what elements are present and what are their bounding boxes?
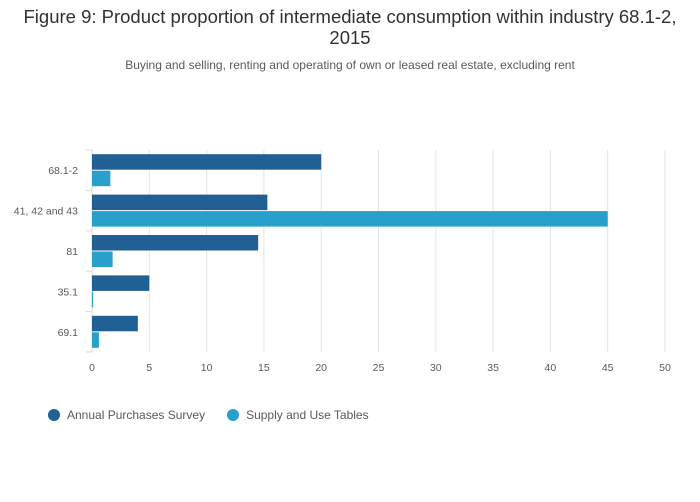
- y-tick-label: 81: [66, 246, 78, 258]
- bar-supply-and-use-tables[interactable]: [92, 291, 94, 308]
- chart-subtitle: Buying and selling, renting and operatin…: [125, 58, 575, 72]
- bar-annual-purchases-survey[interactable]: [92, 154, 322, 170]
- x-tick-label: 25: [373, 362, 385, 374]
- legend-label: Annual Purchases Survey: [67, 408, 206, 422]
- x-tick-label: 35: [487, 362, 499, 374]
- bar-chart: 68.1-2 41, 42 and 43 81 35.1 69.1 0 5 10 15 20 25…: [14, 149, 671, 374]
- x-tick-label: 15: [258, 362, 270, 374]
- bar-annual-purchases-survey[interactable]: [92, 315, 138, 332]
- y-tick-label: 35.1: [58, 286, 79, 298]
- bar-annual-purchases-survey[interactable]: [92, 235, 259, 251]
- gridlines: [86, 149, 666, 353]
- bar-supply-and-use-tables[interactable]: [92, 251, 113, 268]
- legend-label: Supply and Use Tables: [246, 408, 369, 422]
- bar-supply-and-use-tables[interactable]: [92, 170, 111, 187]
- legend-item-annual-purchases-survey[interactable]: Annual Purchases Survey: [48, 408, 205, 422]
- bar-supply-and-use-tables[interactable]: [92, 332, 99, 348]
- y-tick-label: 41, 42 and 43: [14, 206, 78, 218]
- x-tick-label: 40: [545, 362, 557, 374]
- x-tick-label: 20: [315, 362, 327, 374]
- x-tick-label: 50: [659, 362, 671, 374]
- x-tick-label: 10: [201, 362, 213, 374]
- legend: Annual Purchases Survey Supply and Use T…: [48, 408, 369, 422]
- x-tick-label: 0: [89, 362, 95, 374]
- bar-annual-purchases-survey[interactable]: [92, 194, 268, 211]
- x-tick-label: 5: [146, 362, 152, 374]
- chart-title: Figure 9: Product proportion of intermed…: [23, 6, 677, 48]
- legend-marker-icon: [48, 409, 60, 421]
- legend-item-supply-and-use-tables[interactable]: Supply and Use Tables: [227, 408, 369, 422]
- y-tick-labels: 68.1-2 41, 42 and 43 81 35.1 69.1: [14, 165, 78, 339]
- legend-marker-icon: [227, 409, 240, 421]
- bars: [92, 154, 608, 348]
- bar-annual-purchases-survey[interactable]: [92, 275, 150, 291]
- x-tick-label: 30: [430, 362, 442, 374]
- x-tick-label: 45: [602, 362, 614, 374]
- y-tick-label: 69.1: [58, 327, 79, 339]
- y-tick-label: 68.1-2: [48, 165, 78, 177]
- bar-supply-and-use-tables[interactable]: [92, 211, 608, 227]
- x-tick-labels: 0 5 10 15 20 25 30 35 40 45 50: [89, 362, 671, 374]
